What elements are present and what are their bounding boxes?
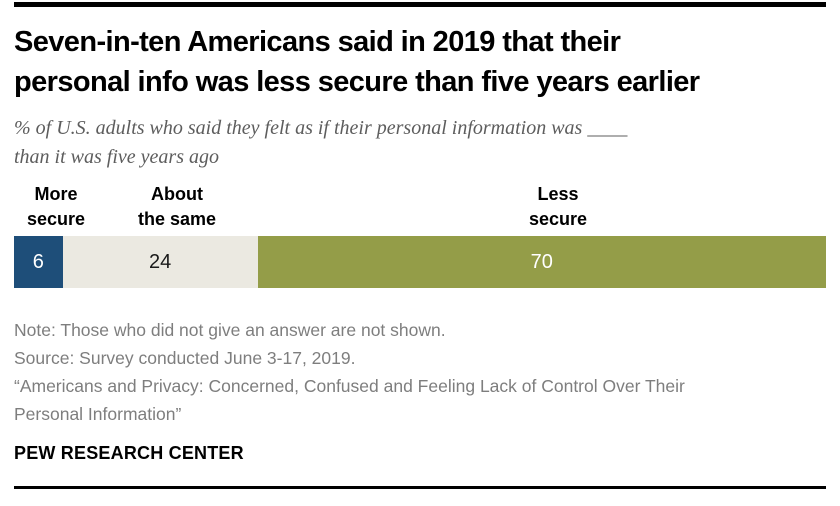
source-line: Source: Survey conducted June 3-17, 2019… <box>14 348 356 368</box>
stacked-bar: 6 24 70 <box>14 236 826 288</box>
footnotes: Note: Those who did not give an answer a… <box>14 316 826 428</box>
stacked-bar-chart: More secure About the same Less secure 6… <box>14 178 826 288</box>
bar-segment-more-secure: 6 <box>14 236 63 288</box>
bottom-rule <box>14 486 826 489</box>
pew-research-center-wordmark: PEW RESEARCH CENTER <box>14 443 244 463</box>
value-label-about-the-same: 24 <box>149 250 172 273</box>
value-label-more-secure: 6 <box>32 250 44 273</box>
bar-segment-about-the-same: 24 <box>62 236 258 288</box>
chart-card: Seven-in-ten Americans said in 2019 that… <box>0 2 840 489</box>
category-label-more-secure: More secure <box>26 184 86 229</box>
category-label-about-the-same: About the same <box>137 184 217 229</box>
value-label-less-secure: 70 <box>530 250 553 273</box>
report-title-line: “Americans and Privacy: Concerned, Confu… <box>14 376 685 424</box>
chart-subtitle: % of U.S. adults who said they felt as i… <box>14 117 628 168</box>
category-label-less-secure: Less secure <box>528 184 588 229</box>
chart-title: Seven-in-ten Americans said in 2019 that… <box>14 26 700 98</box>
category-label-row: More secure About the same Less secure <box>14 178 826 236</box>
top-rule <box>14 2 826 7</box>
note-line: Note: Those who did not give an answer a… <box>14 320 446 340</box>
bar-segment-less-secure: 70 <box>257 236 826 288</box>
